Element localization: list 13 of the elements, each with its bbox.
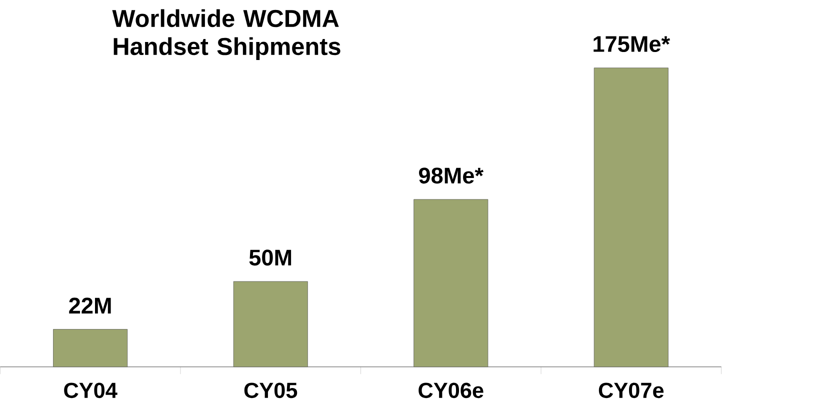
chart-title: Worldwide WCDMA Handset Shipments: [112, 9, 340, 60]
data-label: 50M: [249, 250, 292, 266]
bar: [414, 199, 488, 367]
bar: [53, 329, 128, 367]
x-tick-label: CY07e: [598, 382, 664, 398]
bar: [233, 281, 308, 367]
x-tick-label: CY05: [244, 382, 298, 398]
x-tick-label: CY06e: [418, 382, 484, 398]
data-label: 98Me*: [419, 167, 484, 184]
bar: [594, 68, 668, 367]
x-tick-label: CY04: [64, 382, 118, 398]
data-label: 175Me*: [594, 36, 670, 52]
data-label: 22M: [69, 298, 111, 314]
